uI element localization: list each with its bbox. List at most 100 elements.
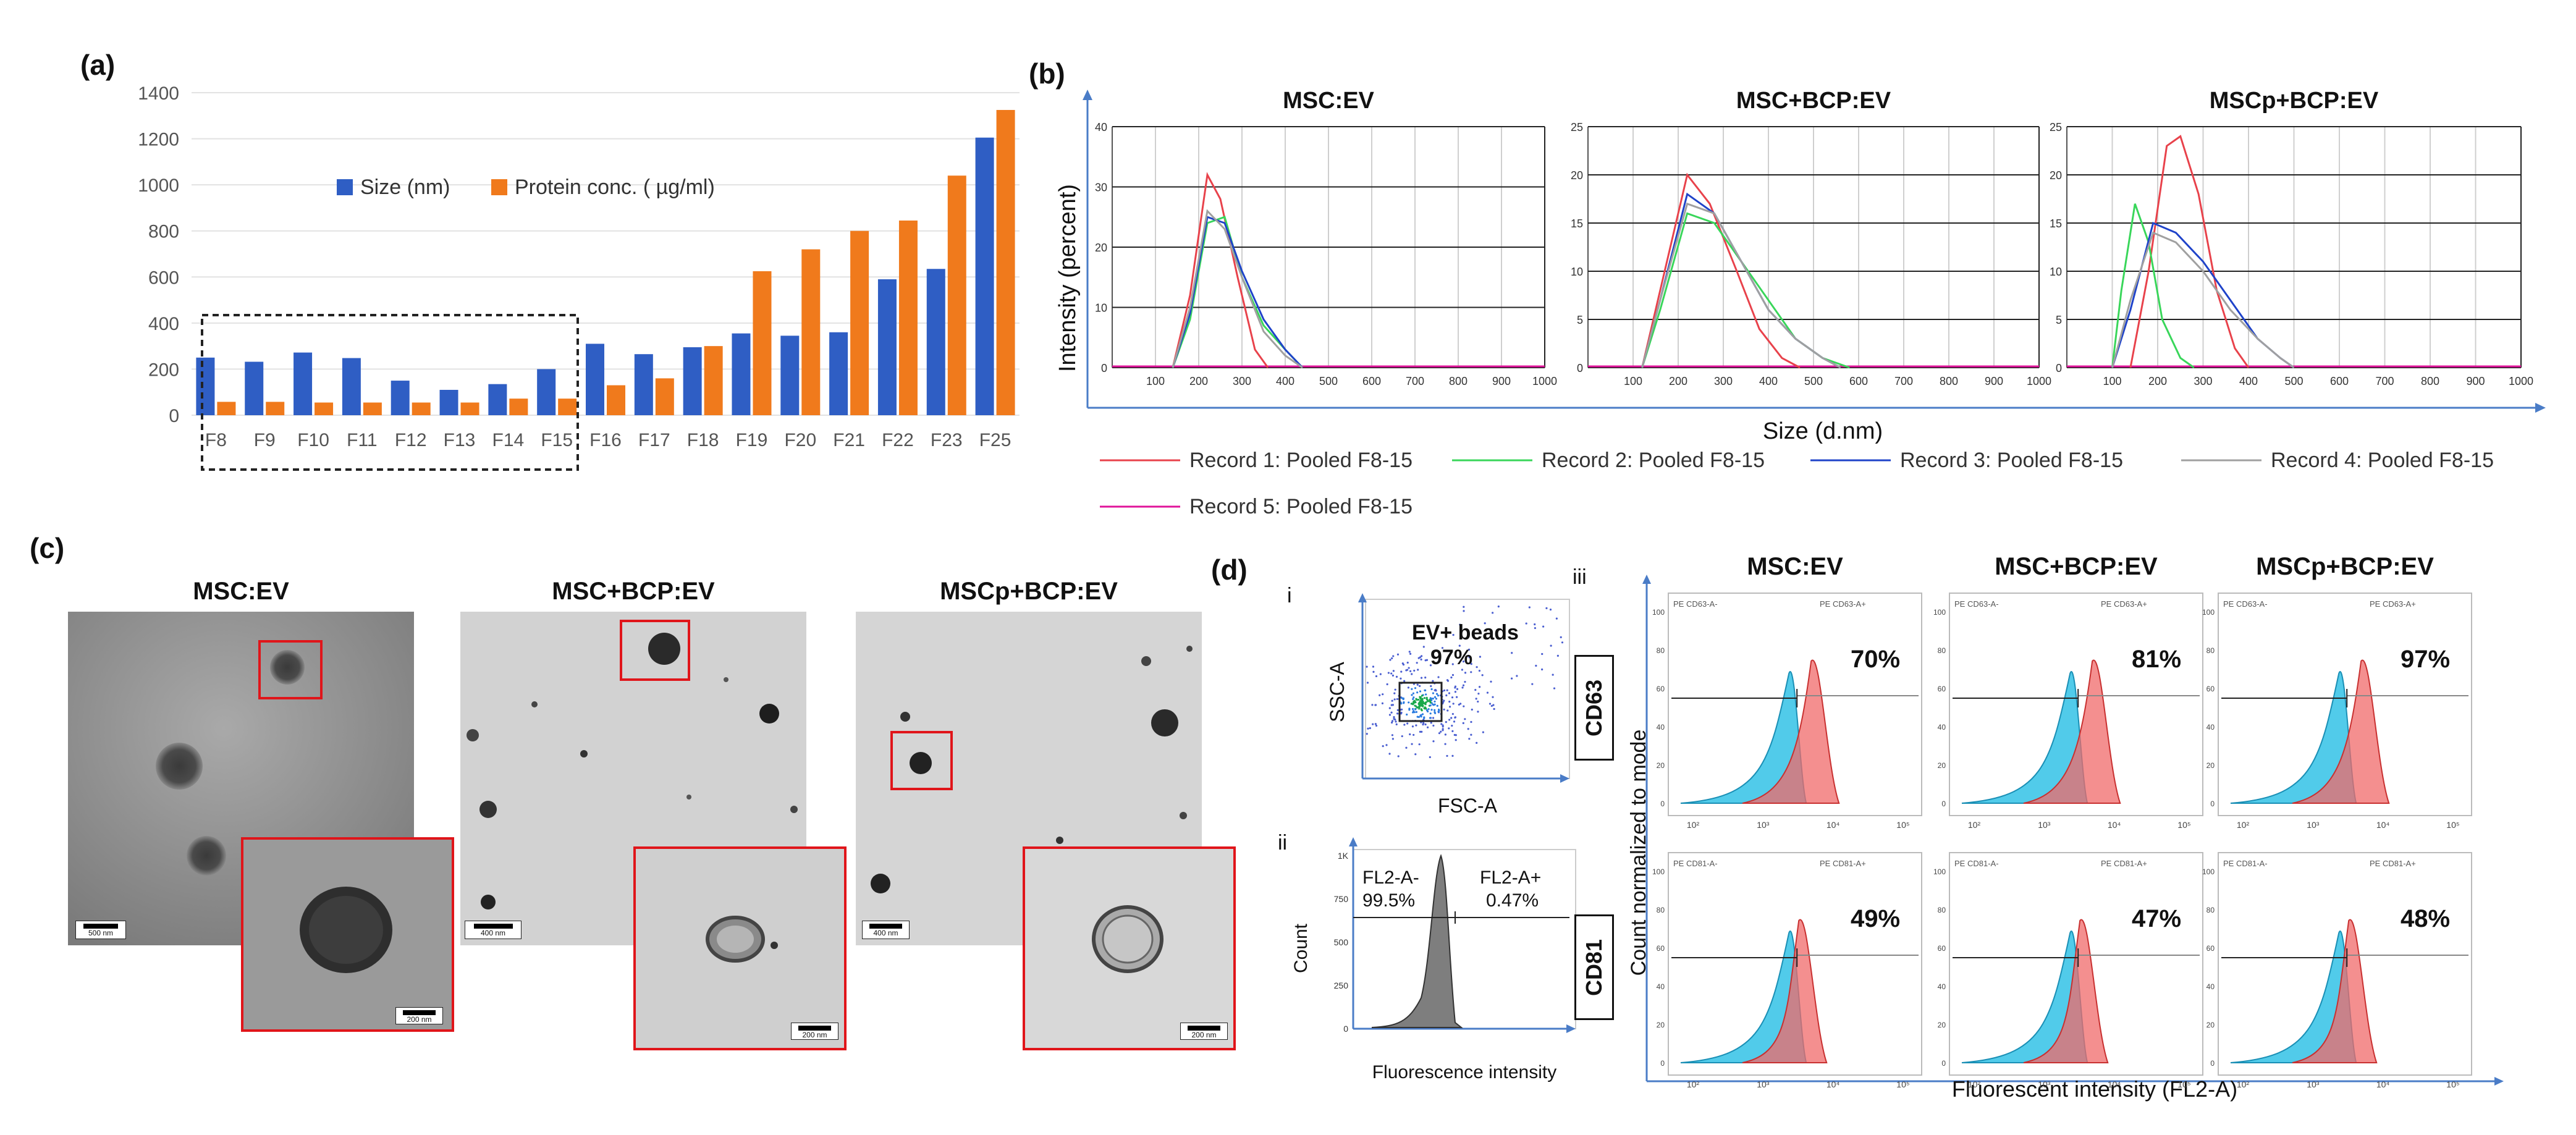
d-i-event-dot	[1437, 708, 1440, 711]
d-i-event-dot	[1471, 708, 1473, 711]
d-i-event-dot	[1402, 698, 1404, 701]
d-i-event-dot	[1434, 700, 1436, 703]
d-i-event-dot	[1470, 720, 1472, 724]
d-i-event-dot	[1416, 699, 1418, 701]
d-i-event-dot	[1541, 668, 1543, 671]
d-i-event-dot	[1444, 743, 1446, 745]
d-i-event-dot	[1406, 713, 1408, 716]
d-i-event-dot	[1556, 654, 1559, 657]
tem-msc-inset-scalebar: 200 nm	[395, 1007, 443, 1024]
d-i-gate-box	[1398, 681, 1443, 722]
d-i-event-dot	[1401, 735, 1403, 738]
d-ii-ytick-label: 750	[1334, 894, 1349, 904]
d-i-event-dot	[1413, 711, 1416, 714]
panel-d-i-label: i	[1287, 584, 1292, 607]
d-i-event-dot	[1462, 684, 1465, 686]
d-i-event-dot	[1482, 731, 1484, 733]
b-series-line-2	[2111, 203, 2195, 369]
d-i-event-dot	[1552, 673, 1554, 676]
d-i-event-dot	[1434, 712, 1437, 714]
d-i-event-dot	[1525, 622, 1527, 625]
a-bar-size	[877, 279, 897, 415]
d-i-event-dot	[1393, 698, 1396, 701]
a-bar-size	[293, 352, 313, 415]
d-i-event-dot	[1382, 745, 1384, 748]
d-i-event-dot	[1367, 727, 1369, 730]
d-iii-ytick-label: 0	[2210, 1059, 2215, 1068]
d-iii-xtick-label: 10⁵	[1896, 1079, 1909, 1089]
d-i-event-dot	[1550, 644, 1552, 647]
d-i-event-dot	[1478, 686, 1481, 688]
d-iii-xtick-label: 10⁵	[2177, 1079, 2190, 1089]
d-i-event-dot	[1535, 664, 1537, 667]
b-ytick-label: 30	[1095, 182, 1107, 194]
d-i-event-dot	[1405, 669, 1408, 672]
a-ytick-label: 400	[148, 314, 179, 334]
d-i-event-dot	[1397, 755, 1400, 757]
d-i-event-dot	[1409, 733, 1411, 736]
d-iii-ytick-label: 40	[2206, 723, 2215, 732]
d-iii-gate-pos-tiny: PE CD63-A+	[1820, 599, 1866, 609]
d-i-event-dot	[1375, 675, 1378, 678]
tem-msc-bcp-zoom-box	[620, 620, 690, 681]
d-i-event-dot	[1419, 730, 1421, 733]
d-i-event-dot	[1413, 696, 1415, 699]
d-i-event-dot	[1424, 677, 1427, 679]
d-i-event-dot	[1395, 720, 1397, 723]
b-xtick-label: 100	[2103, 375, 2121, 387]
d-iii-x-arrow-icon	[2494, 1077, 2504, 1086]
a-xtick-label: F18	[687, 430, 719, 450]
panel-d-ii-label: ii	[1278, 831, 1288, 854]
d-i-event-dot	[1414, 701, 1417, 704]
a-bar-protein	[607, 385, 625, 415]
d-i-event-dot	[1400, 712, 1403, 715]
d-i-event-dot	[1534, 627, 1537, 630]
d-iii-percentage: 70%	[1851, 646, 1900, 673]
d-i-event-dot	[1446, 689, 1448, 691]
d-iii-ytick-label: 100	[1652, 867, 1665, 876]
cd81-row-label: CD81	[1574, 914, 1614, 1020]
b-legend-label: Record 5: Pooled F8-15	[1189, 495, 1413, 518]
b-legend-label: Record 4: Pooled F8-15	[2271, 449, 2494, 472]
d-i-event-dot	[1421, 655, 1423, 657]
a-bar-protein	[363, 402, 382, 415]
d-i-event-dot	[1417, 715, 1420, 719]
a-bar-protein	[460, 402, 479, 415]
d-ii-xlabel: Fluorescence intensity	[1372, 1062, 1556, 1082]
d-i-event-dot	[1528, 606, 1531, 609]
d-i-event-dot	[1425, 707, 1427, 710]
d-i-event-dot	[1432, 717, 1435, 719]
d-i-event-dot	[1412, 692, 1415, 694]
legend-size-label: Size (nm)	[360, 175, 450, 199]
d-iii-ytick-label: 80	[2206, 646, 2215, 655]
d-i-event-dot	[1411, 725, 1414, 728]
a-bar-protein	[850, 230, 869, 415]
d-i-event-dot	[1408, 701, 1410, 704]
d-i-event-dot	[1479, 656, 1482, 658]
d-i-event-dot	[1422, 646, 1425, 648]
d-i-event-dot	[1469, 661, 1472, 664]
a-bar-size	[780, 335, 800, 415]
d-i-event-dot	[1374, 723, 1377, 725]
d-i-event-dot	[1429, 701, 1432, 704]
d-i-event-dot	[1385, 744, 1388, 746]
d-i-gate-pct: 97%	[1430, 646, 1472, 669]
d-i-event-dot	[1451, 724, 1453, 727]
d-i-event-dot	[1451, 712, 1454, 715]
a-bar-size	[683, 347, 702, 415]
f8-f15-selection-box	[201, 314, 579, 471]
d-i-event-dot	[1458, 644, 1461, 647]
d-ii-ylabel: Count	[1291, 923, 1311, 973]
b-xtick-label: 800	[2421, 375, 2439, 387]
d-i-event-dot	[1470, 663, 1472, 665]
d-i-event-dot	[1390, 672, 1393, 675]
d-i-event-dot	[1462, 660, 1465, 663]
d-i-event-dot	[1417, 669, 1419, 671]
d-iii-xtick-label: 10³	[1757, 1079, 1770, 1089]
d-i-event-dot	[1420, 698, 1422, 700]
d-iii-ytick-label: 80	[1657, 906, 1665, 914]
d-i-event-dot	[1451, 754, 1454, 757]
a-bar-size	[829, 332, 848, 415]
d-i-event-dot	[1448, 706, 1451, 708]
tem-msc-zoom-box	[258, 640, 323, 699]
